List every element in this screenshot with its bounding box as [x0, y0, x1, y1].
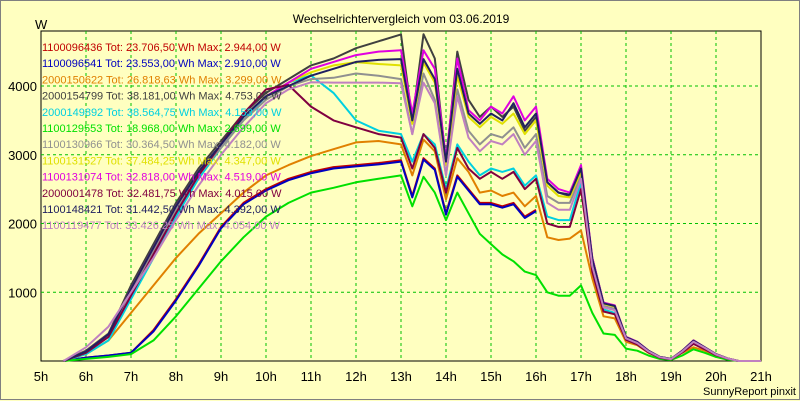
legend-entry: 1100119477 Tot: 33.426,25 Wh Max: 4.054,…	[42, 220, 281, 232]
legend-entry: 2000001478 Tot: 32.481,75 Wh Max: 4.015,…	[42, 188, 282, 200]
legend-entry: 2000150622 Tot: 26.818,63 Wh Max: 3.299,…	[42, 74, 282, 86]
y-tick-label: 3000	[8, 148, 37, 163]
x-tick-label: 11h	[301, 369, 322, 384]
legend-entry: 2000154799 Tot: 38.181,00 Wh Max: 4.753,…	[42, 91, 282, 103]
x-tick-label: 19h	[660, 369, 682, 384]
x-tick-label: 21h	[750, 369, 772, 384]
x-tick-label: 15h	[480, 369, 502, 384]
y-tick-label: 2000	[8, 217, 37, 232]
chart-title: Wechselrichtervergleich vom 03.06.2019	[293, 12, 510, 26]
x-tick-label: 7h	[124, 369, 138, 384]
legend-entry: 1100130966 Tot: 30.364,50 Wh Max: 4.182,…	[42, 139, 281, 151]
x-tick-label: 10h	[255, 369, 277, 384]
x-tick-label: 5h	[34, 369, 48, 384]
y-tick-label: 1000	[8, 285, 37, 300]
x-tick-label: 20h	[705, 369, 727, 384]
legend-entry: 1100131527 Tot: 37.484,25 Wh Max: 4.347,…	[42, 155, 281, 167]
legend-entry: 2000149892 Tot: 38.564,75 Wh Max: 4.153,…	[42, 107, 282, 119]
legend-entry: 1100148421 Tot: 31.442,50 Wh Max: 4.392,…	[42, 204, 281, 216]
x-tick-label: 13h	[390, 369, 412, 384]
legend: 1100096436 Tot: 23.706,50 Wh Max: 2.944,…	[42, 42, 282, 232]
x-tick-label: 17h	[570, 369, 592, 384]
series-line	[62, 81, 761, 362]
x-tick-label: 9h	[214, 369, 228, 384]
legend-entry: 1100096541 Tot: 23.553,00 Wh Max: 2.910,…	[42, 58, 281, 70]
x-tick-label: 18h	[615, 369, 637, 384]
x-tick-label: 16h	[525, 369, 547, 384]
legend-entry: 1100131074 Tot: 32.818,00 Wh Max: 4.519,…	[42, 172, 281, 184]
x-tick-label: 6h	[79, 369, 93, 384]
x-tick-label: 12h	[345, 369, 367, 384]
footer-credit: SunnyReport pinxit	[703, 386, 796, 398]
series-line	[63, 158, 537, 362]
x-tick-label: 8h	[169, 369, 183, 384]
legend-entry: 1100129553 Tot: 18.968,00 Wh Max: 2.699,…	[42, 123, 281, 135]
y-axis-unit: W	[35, 17, 48, 32]
x-tick-label: 14h	[435, 369, 457, 384]
y-tick-label: 4000	[8, 79, 37, 94]
axes: 5h 6h 7h 8h 9h 10h 11h 12h 13h 14h 15h 16h 17h 18h 19h…	[8, 79, 772, 384]
series-layer	[62, 33, 761, 362]
legend-entry: 1100096436 Tot: 23.706,50 Wh Max: 2.944,…	[42, 42, 281, 54]
